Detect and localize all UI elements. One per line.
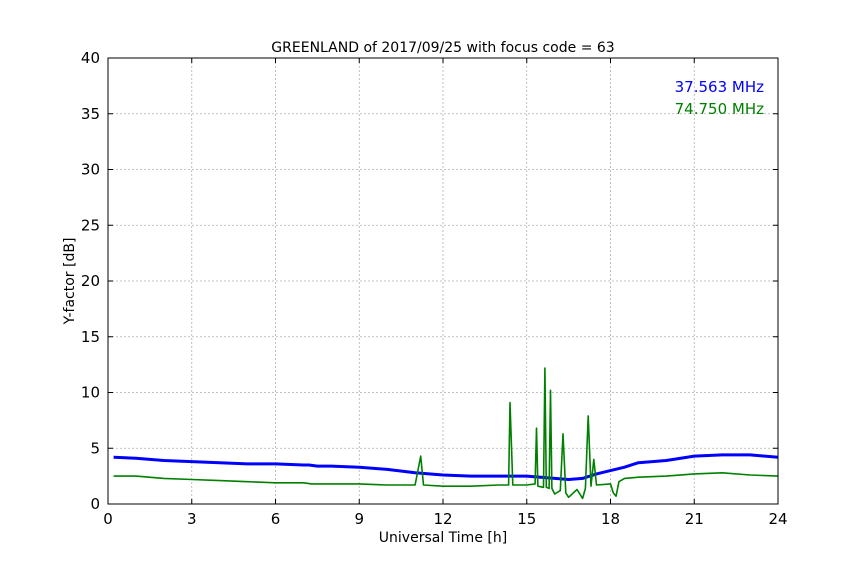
- legend-label-1: 37.563 MHz: [675, 78, 764, 96]
- x-tick-label: 6: [271, 510, 281, 528]
- x-tick-label: 18: [601, 510, 620, 528]
- x-tick-label: 9: [354, 510, 364, 528]
- x-tick-label: 24: [768, 510, 787, 528]
- y-tick-label: 30: [81, 161, 100, 179]
- x-tick-label: 12: [433, 510, 452, 528]
- series-line-2: [113, 367, 779, 500]
- legend: 37.563 MHz 74.750 MHz: [675, 78, 764, 118]
- y-tick-label: 20: [81, 272, 100, 290]
- x-tick-label: 15: [517, 510, 536, 528]
- legend-label-2: 74.750 MHz: [675, 100, 764, 118]
- y-tick-label: 5: [90, 439, 100, 457]
- series-line-1: [113, 453, 779, 481]
- chart-title: GREENLAND of 2017/09/25 with focus code …: [271, 40, 614, 56]
- x-tick-label: 3: [187, 510, 197, 528]
- y-tick-label: 35: [81, 105, 100, 123]
- y-tick-label: 40: [81, 49, 100, 67]
- y-tick-label: 25: [81, 216, 100, 234]
- y-tick-label: 0: [90, 495, 100, 513]
- x-axis-label: Universal Time [h]: [379, 530, 507, 546]
- ticks: 0 3 6 9 12 15 18 21 24 0 5 10 15 20 25 30 35 40: [81, 49, 788, 528]
- series-layer: [113, 367, 779, 500]
- x-tick-label: 0: [103, 510, 113, 528]
- y-tick-label: 10: [81, 384, 100, 402]
- y-axis-label: Y-factor [dB]: [62, 238, 78, 326]
- y-tick-label: 15: [81, 328, 100, 346]
- x-tick-label: 21: [685, 510, 704, 528]
